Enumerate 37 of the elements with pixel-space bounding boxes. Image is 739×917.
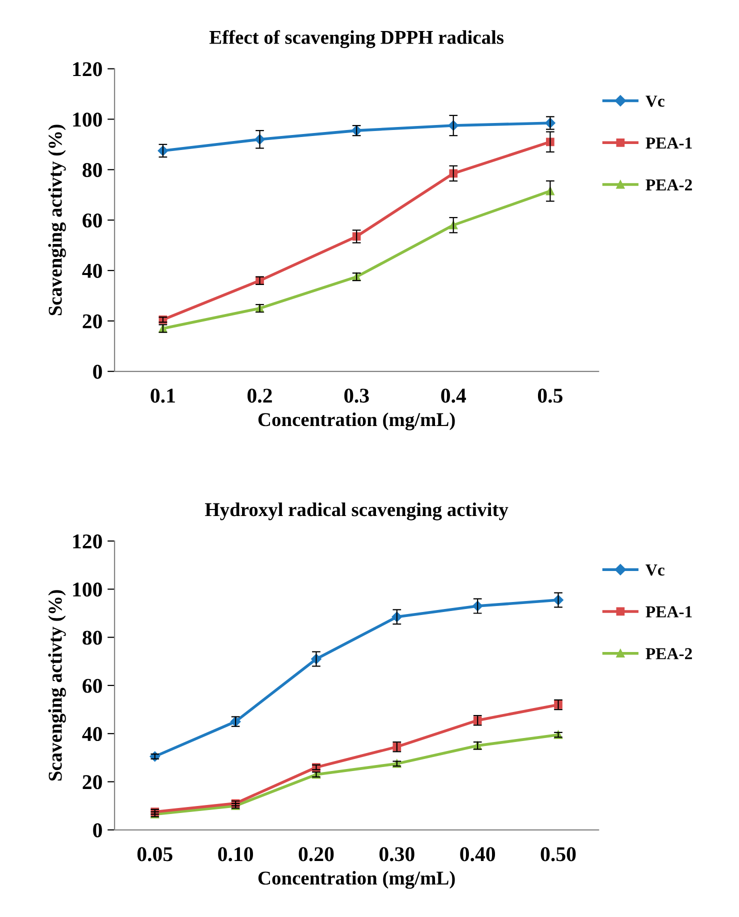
y-tick-label: 20 — [82, 775, 102, 790]
x-tick-label: 0.30 — [379, 847, 414, 862]
y-tick-label: 120 — [73, 62, 102, 76]
x-tick-label: 0.20 — [298, 847, 334, 862]
x-tick-label: 0.4 — [441, 388, 466, 403]
x-axis-title: Concentration (mg/mL) — [258, 871, 455, 889]
y-tick-label: 0 — [93, 823, 102, 838]
y-tick-label: 120 — [73, 534, 102, 548]
legend-label: Vc — [646, 96, 664, 107]
legend-label: Vc — [646, 564, 664, 576]
y-tick-label: 60 — [82, 213, 102, 228]
x-tick-label: 0.05 — [137, 847, 172, 862]
x-tick-label: 0.5 — [538, 388, 562, 403]
y-axis-title: Scavenging activty (%) — [48, 124, 66, 316]
y-tick-label: 0 — [93, 364, 102, 379]
legend-label: PEA-1 — [646, 606, 692, 618]
y-tick-label: 80 — [82, 630, 102, 645]
y-tick-label: 80 — [82, 163, 102, 178]
y-tick-label: 40 — [82, 264, 102, 278]
y-axis-title: Scavenging activty (%) — [48, 590, 66, 781]
x-tick-label: 0.40 — [460, 847, 496, 862]
x-tick-label: 0.10 — [218, 847, 253, 862]
x-tick-label: 0.2 — [248, 388, 272, 403]
y-tick-label: 100 — [73, 112, 102, 127]
legend-label: PEA-2 — [646, 179, 692, 190]
x-tick-label: 0.3 — [344, 388, 369, 403]
y-tick-label: 100 — [73, 582, 102, 597]
chart-title: Hydroxyl radical scavenging activity — [205, 502, 508, 520]
legend-label: PEA-1 — [646, 137, 692, 148]
x-tick-label: 0.1 — [150, 388, 175, 403]
chart-title: Effect of scavenging DPPH radicals — [209, 30, 504, 48]
x-axis-title: Concentration (mg/mL) — [258, 412, 455, 430]
legend-label: PEA-2 — [646, 648, 692, 660]
y-tick-label: 60 — [82, 678, 102, 693]
y-tick-label: 20 — [82, 314, 102, 328]
x-tick-label: 0.50 — [540, 847, 576, 862]
y-tick-label: 40 — [82, 726, 102, 742]
